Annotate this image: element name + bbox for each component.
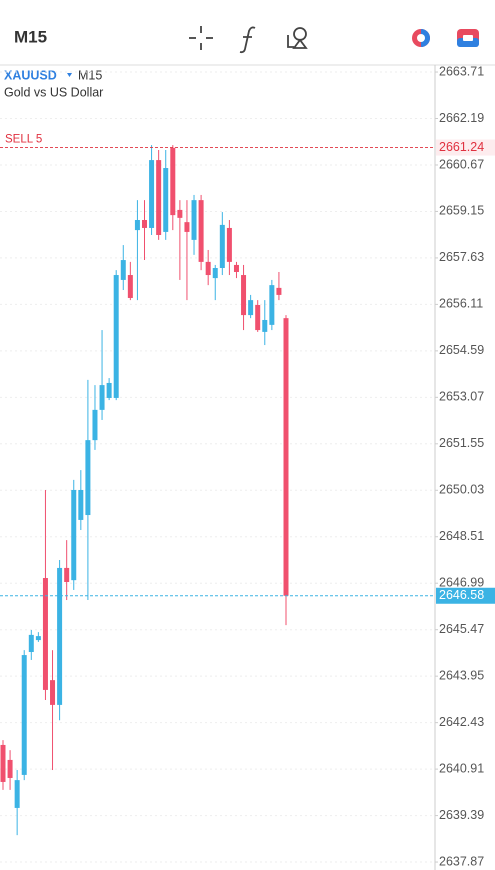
y-tick-label: 2648.51 [439,529,484,543]
y-tick-label: 2646.99 [439,576,484,590]
crosshair-icon[interactable] [189,26,213,50]
candle-body [219,224,225,269]
candle-body [177,209,183,218]
candle-body [21,655,27,775]
candle-body [28,634,34,653]
candle-body [0,744,6,782]
candle-body [276,287,282,295]
sell-price-label: 2661.24 [439,140,484,154]
y-tick-label: 2659.15 [439,204,484,218]
candle-body [50,680,56,705]
candle-body [226,227,232,262]
account-icon[interactable] [457,29,479,47]
y-tick-label: 2651.55 [439,436,484,450]
symbol-dropdown[interactable] [67,73,72,77]
objects-icon[interactable] [287,27,308,49]
candle-body [57,567,63,705]
candle-body [85,440,91,516]
candle-body [205,261,211,276]
y-tick-label: 2660.67 [439,157,484,171]
y-tick-label: 2657.63 [439,250,484,264]
y-tick-label: 2642.43 [439,715,484,729]
candle-body [7,759,13,778]
y-tick-label: 2656.11 [439,297,483,311]
symbol-description: Gold vs US Dollar [4,85,103,99]
candle-body [113,275,119,398]
chart-timeframe: M15 [78,68,102,82]
y-tick-label: 2650.03 [439,483,484,497]
candle-body [156,160,162,235]
current-price-box [436,587,495,604]
candle-body [262,319,268,332]
candle-body [170,147,176,216]
candle-body [92,409,98,441]
y-tick-label: 2653.07 [439,390,484,404]
candle-body [255,305,261,331]
candle-body [127,275,133,298]
trade-icon[interactable] [412,29,430,47]
y-tick-label: 2637.87 [439,854,484,868]
y-tick-label: 2654.59 [439,343,484,357]
indicator-icon[interactable] [239,26,256,54]
y-tick-label: 2663.71 [439,64,484,78]
candle-body [212,268,218,279]
timeframe-button[interactable]: M15 [14,27,47,46]
candle-body [106,382,112,398]
candle-body [42,578,48,690]
sell-order-label: SELL 5 [5,134,42,146]
candle-body [120,260,126,280]
candle-body [191,200,197,240]
candle-body [149,160,155,228]
y-tick-label: 2645.47 [439,622,484,636]
candle-body [78,489,84,520]
y-tick-label: 2640.91 [439,761,484,775]
sell-price-box [436,139,495,156]
candle-body [134,220,140,231]
y-tick-label: 2662.19 [439,111,484,125]
y-tick-label: 2639.39 [439,808,484,822]
candle-body [142,220,147,228]
candle-body [198,200,204,262]
candle-body [248,300,254,316]
current-price-label: 2646.58 [439,588,484,602]
candle-body [64,567,70,582]
candle-body [269,285,275,325]
candle-body [99,385,105,410]
y-tick-label: 2643.95 [439,668,484,682]
candle-body [14,780,20,808]
candle-body [35,636,41,641]
candle-body [283,318,289,596]
candle-body [71,489,77,581]
candle-body [184,222,190,232]
candle-body [163,168,169,232]
toolbar [0,0,495,65]
symbol-label[interactable]: XAUUSD [4,68,57,82]
candle-body [233,264,239,272]
candle-body [241,275,247,316]
